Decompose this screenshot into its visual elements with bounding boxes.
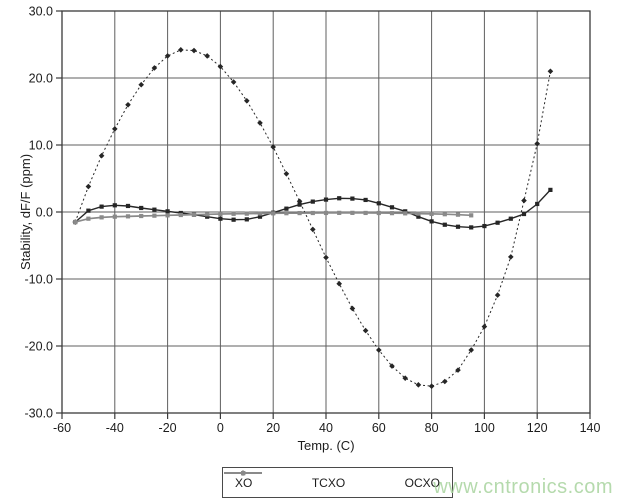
- legend-item-ocxo: OCXO: [224, 471, 440, 490]
- svg-text:20.0: 20.0: [29, 72, 53, 86]
- svg-text:20: 20: [266, 421, 280, 435]
- x-axis-title: Temp. (C): [297, 438, 355, 453]
- legend-label-tcxo: TCXO: [311, 475, 346, 490]
- svg-text:140: 140: [580, 421, 601, 435]
- legend: XO TCXO OCXO: [222, 467, 453, 498]
- svg-text:-20: -20: [159, 421, 177, 435]
- svg-text:-20.0: -20.0: [25, 340, 54, 354]
- svg-text:100: 100: [474, 421, 495, 435]
- svg-text:10.0: 10.0: [29, 139, 53, 153]
- watermark: www.cntronics.com: [433, 476, 613, 498]
- svg-text:40: 40: [319, 421, 333, 435]
- svg-text:-10.0: -10.0: [25, 273, 54, 287]
- legend-label-xo: XO: [235, 475, 253, 490]
- svg-text:30.0: 30.0: [29, 5, 53, 19]
- svg-text:120: 120: [527, 421, 548, 435]
- legend-item-tcxo: TCXO: [224, 471, 346, 490]
- plot-area: -60 -40 -20 0 20 40 60 80 100 120 140 30.0 20.0 10.0 0…: [25, 5, 601, 436]
- svg-text:60: 60: [372, 421, 386, 435]
- svg-text:-30.0: -30.0: [25, 407, 54, 421]
- svg-text:0: 0: [217, 421, 224, 435]
- y-axis-title: Stability, dF/F (ppm): [18, 153, 33, 271]
- svg-text:-60: -60: [53, 421, 71, 435]
- svg-text:80: 80: [425, 421, 439, 435]
- ocxo-line-sample-icon: [224, 471, 262, 476]
- legend-label-ocxo: OCXO: [404, 475, 440, 490]
- svg-text:-40: -40: [106, 421, 124, 435]
- svg-text:0.0: 0.0: [36, 206, 53, 220]
